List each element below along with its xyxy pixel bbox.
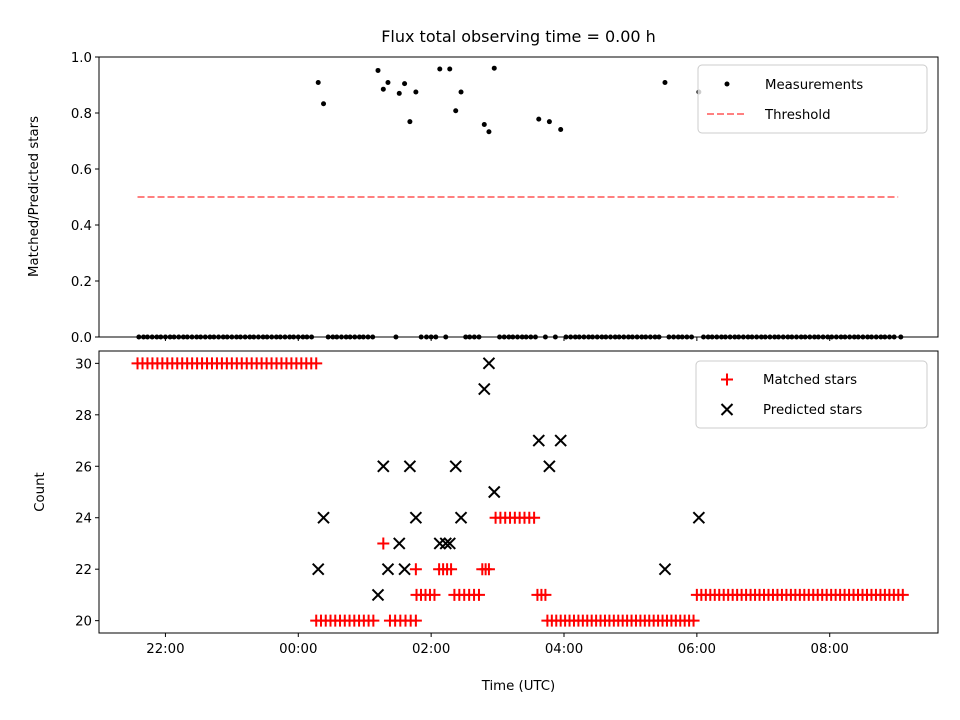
legend-matched-label: Matched stars <box>763 373 857 388</box>
y-tick-label: 0.0 <box>71 331 92 346</box>
x-tick-label: 02:00 <box>412 642 450 657</box>
predicted-star-marker <box>317 511 330 524</box>
matched-star-marker <box>409 563 422 576</box>
predicted-star-marker <box>443 537 456 550</box>
bottom-axis-ticks: 20 22 24 26 28 30 22:00 00:00 02:00 04:00 06:00 08:… <box>75 357 849 657</box>
predicted-star-marker <box>403 460 417 473</box>
predicted-star-marker <box>312 562 325 576</box>
y-tick-label: 30 <box>75 357 92 372</box>
bottom-y-axis-label: Count <box>33 472 48 512</box>
bottom-legend: Matched stars Predicted stars <box>695 360 928 429</box>
matched-star-marker <box>367 614 380 627</box>
predicted-stars-markers <box>312 357 706 602</box>
legend-measurements-marker <box>724 81 730 87</box>
measurement-point <box>396 90 402 96</box>
bottom-legend-box <box>695 360 928 429</box>
measurement-point <box>536 116 542 122</box>
y-tick-label: 0.6 <box>71 163 92 178</box>
y-tick-label: 28 <box>75 409 92 424</box>
predicted-star-marker <box>482 357 496 370</box>
predicted-star-marker <box>532 434 545 447</box>
matched-star-marker <box>472 588 485 601</box>
x-tick-label: 00:00 <box>279 642 317 657</box>
top-axis-ticks: 0.0 0.2 0.4 0.6 0.8 1.0 <box>71 51 831 346</box>
x-tick-label: 08:00 <box>811 642 849 657</box>
matched-star-marker <box>310 357 323 370</box>
legend-predicted-marker <box>720 403 734 416</box>
predicted-star-marker <box>478 382 491 396</box>
x-tick-label: 22:00 <box>146 642 184 657</box>
chart-title: Flux total observing time = 0.00 h <box>381 27 656 46</box>
y-tick-label: 22 <box>75 563 92 578</box>
measurement-point <box>375 67 381 73</box>
measurement-point <box>447 66 453 72</box>
legend-matched-marker <box>721 373 733 386</box>
x-tick-label: 04:00 <box>545 642 583 657</box>
y-tick-label: 0.4 <box>71 219 92 234</box>
legend-measurements-label: Measurements <box>765 78 863 93</box>
measurement-point <box>407 119 413 125</box>
top-panel: Flux total observing time = 0.00 h Match… <box>27 27 939 346</box>
matched-star-marker <box>428 588 441 601</box>
predicted-star-marker <box>658 562 672 576</box>
measurement-point <box>486 129 492 135</box>
predicted-star-marker <box>377 460 390 473</box>
matched-star-marker <box>539 588 552 601</box>
measurement-point <box>458 89 464 95</box>
top-axes-frame <box>98 56 939 338</box>
measurement-point <box>491 65 497 71</box>
predicted-star-marker <box>454 511 468 524</box>
predicted-star-marker <box>488 485 501 499</box>
y-tick-label: 20 <box>75 615 92 630</box>
matched-star-marker <box>482 563 495 576</box>
measurement-point <box>385 79 391 85</box>
x-tick-label: 06:00 <box>678 642 716 657</box>
matched-star-marker <box>409 614 422 627</box>
predicted-star-marker <box>381 562 395 576</box>
measurement-point <box>413 89 419 95</box>
measurement-point <box>437 66 443 72</box>
matched-star-marker <box>445 563 458 576</box>
measurement-point <box>662 79 668 85</box>
predicted-star-marker <box>449 460 462 473</box>
bottom-panel: Count Time (UTC) 20 22 24 26 28 30 22:00 00:00 0… <box>33 350 939 694</box>
predicted-star-marker <box>439 537 452 550</box>
matched-star-marker <box>528 511 541 524</box>
measurement-point <box>402 81 408 87</box>
bottom-axes-frame <box>98 350 939 634</box>
predicted-star-marker <box>409 511 423 524</box>
measurement-point <box>481 121 487 127</box>
y-tick-label: 1.0 <box>71 51 92 66</box>
y-tick-label: 0.8 <box>71 107 92 122</box>
legend-predicted-label: Predicted stars <box>763 403 862 418</box>
y-tick-label: 26 <box>75 460 92 475</box>
y-tick-label: 0.2 <box>71 275 92 290</box>
predicted-star-marker <box>554 434 567 447</box>
measurement-point <box>546 119 552 125</box>
predicted-star-marker <box>398 562 411 576</box>
top-legend: Measurements Threshold <box>697 64 928 134</box>
x-axis-label: Time (UTC) <box>481 679 556 694</box>
measurement-point <box>321 101 327 107</box>
legend-threshold-label: Threshold <box>764 108 831 123</box>
top-legend-box <box>697 64 928 134</box>
predicted-star-marker <box>371 588 385 602</box>
matched-stars-markers <box>131 357 909 627</box>
y-tick-label: 24 <box>75 512 92 527</box>
top-y-axis-label: Matched/Predicted stars <box>27 116 42 277</box>
measurement-point <box>453 108 459 114</box>
predicted-star-marker <box>543 460 556 473</box>
predicted-star-marker <box>692 511 706 524</box>
measurement-point <box>558 127 564 133</box>
measurement-point <box>315 79 321 85</box>
matched-star-marker <box>896 588 909 601</box>
measurement-point <box>380 86 386 92</box>
matched-star-marker <box>377 537 390 550</box>
predicted-star-marker <box>393 537 406 550</box>
matched-star-marker <box>687 614 700 627</box>
